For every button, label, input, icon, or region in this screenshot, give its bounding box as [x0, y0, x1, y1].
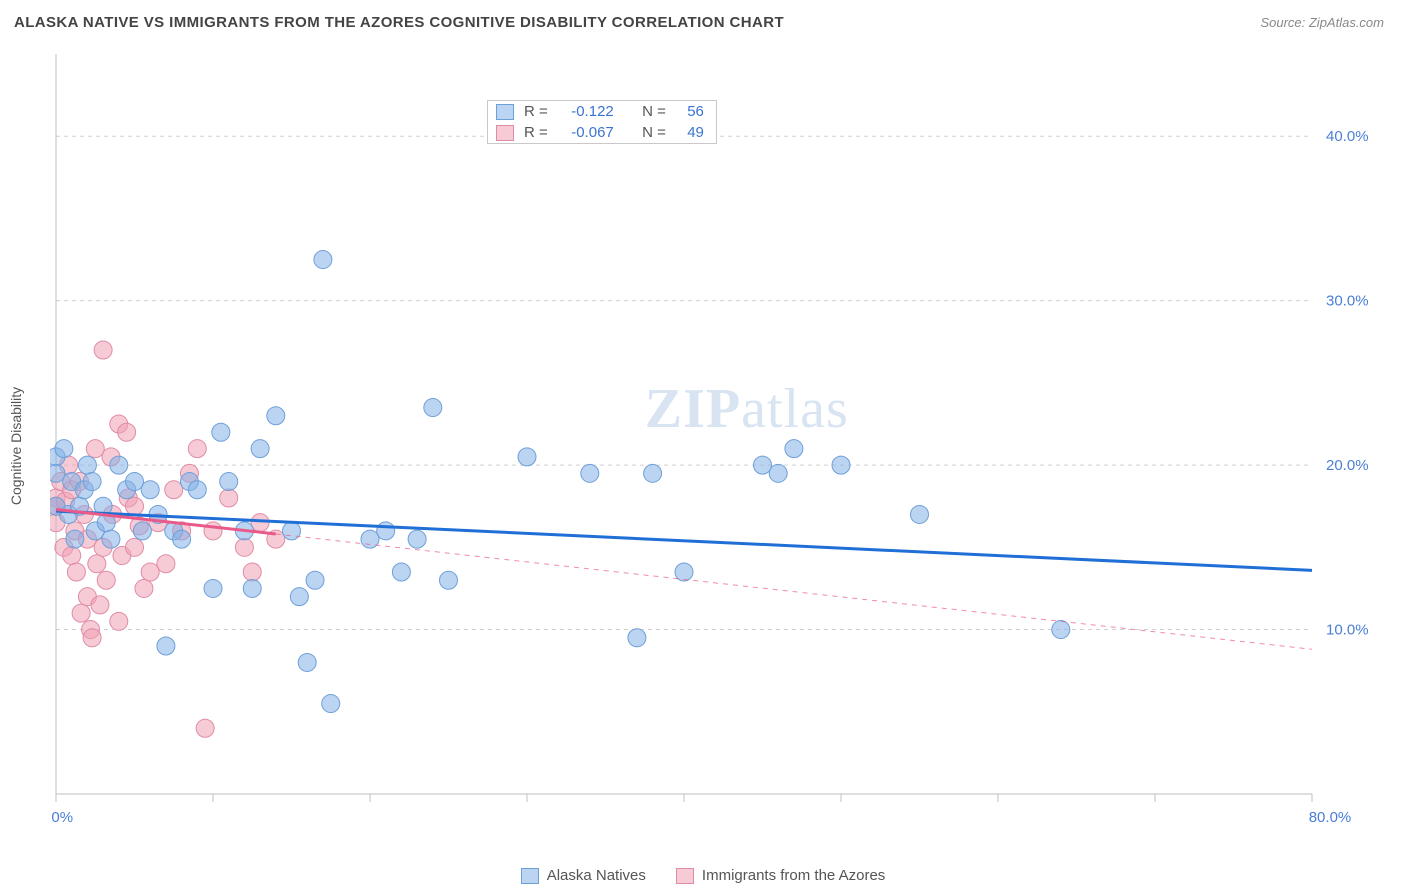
legend-label-pink: Immigrants from the Azores: [702, 867, 885, 884]
stats-row-blue: R = -0.122 N = 56: [488, 101, 716, 122]
scatter-plot-svg: 10.0% 20.0% 30.0% 40.0% 0.0% 80.0% ZIPatlas: [50, 48, 1390, 838]
stat-r-value-blue: -0.122: [558, 103, 614, 120]
legend-label-blue: Alaska Natives: [547, 867, 646, 884]
correlation-stats-box: R = -0.122 N = 56 R = -0.067 N = 49: [487, 100, 717, 144]
chart-title: ALASKA NATIVE VS IMMIGRANTS FROM THE AZO…: [14, 14, 784, 31]
bottom-legend: Alaska Natives Immigrants from the Azore…: [0, 867, 1406, 884]
stat-n-label: N =: [642, 124, 666, 141]
svg-text:ZIPatlas: ZIPatlas: [645, 378, 849, 440]
source-attribution: Source: ZipAtlas.com: [1260, 15, 1384, 30]
stats-row-pink: R = -0.067 N = 49: [488, 122, 716, 143]
stat-n-value-blue: 56: [676, 103, 704, 120]
swatch-blue: [521, 868, 539, 884]
source-label: Source:: [1260, 15, 1308, 30]
svg-text:20.0%: 20.0%: [1326, 457, 1369, 474]
svg-text:40.0%: 40.0%: [1326, 128, 1369, 145]
legend-item-pink: Immigrants from the Azores: [676, 867, 885, 884]
stat-r-label: R =: [524, 124, 548, 141]
stat-n-label: N =: [642, 103, 666, 120]
stat-n-value-pink: 49: [676, 124, 704, 141]
legend-item-blue: Alaska Natives: [521, 867, 646, 884]
svg-text:80.0%: 80.0%: [1309, 809, 1352, 826]
svg-text:30.0%: 30.0%: [1326, 293, 1369, 310]
swatch-pink: [496, 125, 514, 141]
stat-r-label: R =: [524, 103, 548, 120]
swatch-blue: [496, 104, 514, 120]
swatch-pink: [676, 868, 694, 884]
svg-text:0.0%: 0.0%: [50, 809, 73, 826]
stat-r-value-pink: -0.067: [558, 124, 614, 141]
source-name: ZipAtlas.com: [1309, 15, 1384, 30]
svg-text:10.0%: 10.0%: [1326, 622, 1369, 639]
y-axis-label: Cognitive Disability: [8, 387, 24, 505]
chart-area: 10.0% 20.0% 30.0% 40.0% 0.0% 80.0% ZIPatlas R …: [50, 48, 1390, 838]
